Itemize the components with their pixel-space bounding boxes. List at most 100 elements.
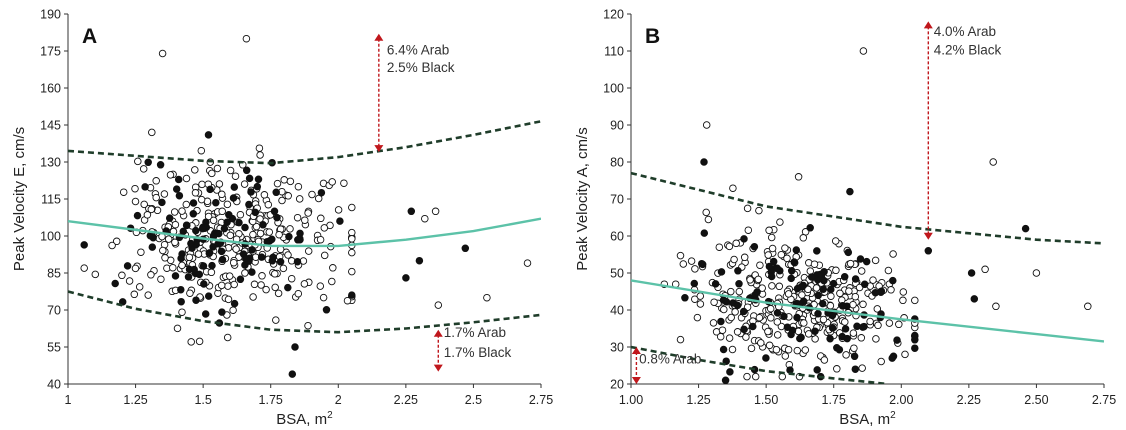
data-point-open	[134, 157, 142, 166]
data-point-filled	[853, 322, 861, 331]
data-point-open	[262, 285, 270, 294]
data-point-open	[258, 272, 266, 280]
data-point-open	[766, 304, 775, 313]
data-point-filled	[133, 211, 142, 220]
data-point-open	[758, 284, 766, 292]
x-tick-label: 2.00	[889, 393, 913, 407]
data-point-open	[756, 261, 764, 269]
data-point-open	[316, 282, 325, 290]
data-point-filled	[767, 272, 776, 281]
data-point-open	[483, 293, 491, 302]
data-point-filled	[726, 368, 734, 376]
data-point-open	[304, 321, 312, 330]
y-tick-label: 100	[603, 82, 624, 96]
data-point-open	[271, 270, 279, 278]
data-point-open	[159, 246, 167, 255]
data-point-open	[765, 226, 773, 235]
data-point-filled	[765, 262, 774, 271]
data-point-open	[148, 128, 156, 137]
data-point-open	[800, 319, 808, 327]
data-point-open	[329, 264, 337, 272]
data-point-filled	[348, 291, 356, 299]
data-point-open	[272, 316, 280, 324]
data-point-open	[232, 245, 240, 253]
data-point-open	[328, 178, 336, 186]
x-tick-label: 1	[65, 393, 72, 407]
data-point-open	[812, 284, 821, 292]
data-point-open	[981, 265, 989, 274]
y-tick-label: 30	[610, 341, 624, 355]
data-point-filled	[877, 287, 886, 295]
data-point-open	[171, 238, 179, 247]
data-point-open	[348, 203, 356, 212]
y-tick-label: 100	[40, 230, 61, 244]
data-point-open	[810, 260, 819, 268]
data-point-filled	[190, 265, 198, 274]
data-point-filled	[792, 246, 801, 254]
data-point-open	[799, 234, 808, 242]
data-point-filled	[225, 211, 233, 219]
upper-limit-curve	[68, 120, 541, 165]
data-point-filled	[721, 376, 730, 385]
data-point-open	[286, 225, 294, 233]
data-point-filled	[215, 229, 223, 238]
data-point-open	[304, 247, 313, 255]
data-point-filled	[790, 258, 798, 266]
data-point-filled	[254, 175, 263, 184]
data-point-filled	[856, 255, 865, 263]
x-tick-label: 2	[335, 393, 342, 407]
data-point-open	[819, 315, 828, 324]
arrow-head-down	[631, 377, 641, 384]
x-tick-label: 1.5	[194, 393, 211, 407]
data-point-filled	[148, 243, 157, 251]
data-point-open	[186, 289, 194, 297]
data-point-filled	[769, 257, 778, 266]
data-point-open	[152, 193, 160, 202]
data-point-open	[732, 239, 740, 248]
data-point-open	[218, 190, 226, 199]
data-point-open	[871, 256, 880, 265]
data-point-filled	[967, 269, 976, 277]
data-point-open	[751, 372, 760, 381]
data-point-filled	[717, 268, 726, 276]
data-point-open	[348, 248, 356, 257]
x-tick-label: 1.75	[822, 393, 846, 407]
data-point-filled	[814, 291, 822, 300]
data-point-open	[765, 341, 774, 350]
data-point-filled	[415, 256, 424, 265]
data-point-filled	[697, 259, 706, 268]
data-point-open	[178, 261, 186, 270]
data-point-filled	[218, 308, 226, 316]
data-point-filled	[118, 298, 127, 306]
data-point-filled	[276, 258, 285, 266]
data-point-open	[280, 176, 288, 184]
data-point-open	[256, 229, 265, 238]
annotation-label: 0.8% Arab	[639, 352, 701, 367]
data-point-open	[704, 215, 713, 224]
data-point-open	[255, 144, 264, 152]
median-curve	[68, 217, 541, 248]
data-point-filled	[700, 229, 709, 237]
data-point-filled	[144, 158, 152, 167]
data-point-open	[831, 237, 840, 245]
data-point-filled	[248, 268, 256, 276]
x-tick-label: 1.50	[754, 393, 778, 407]
data-point-open	[696, 300, 705, 308]
data-point-open	[218, 207, 226, 216]
data-point-filled	[711, 280, 720, 288]
data-point-open	[256, 151, 264, 159]
data-point-filled	[787, 267, 796, 275]
x-tick-label: 2.25	[957, 393, 981, 407]
data-point-filled	[797, 283, 806, 291]
data-point-open	[849, 300, 857, 309]
data-point-filled	[141, 183, 149, 191]
data-point-filled	[811, 327, 819, 335]
data-point-open	[91, 270, 100, 279]
data-point-open	[755, 313, 764, 322]
data-point-filled	[813, 366, 821, 374]
data-point-filled	[80, 241, 88, 249]
data-point-open	[301, 216, 309, 224]
data-point-filled	[192, 296, 200, 304]
annotation-label: 4.0% Arab	[934, 24, 996, 39]
data-point-open	[715, 243, 724, 251]
